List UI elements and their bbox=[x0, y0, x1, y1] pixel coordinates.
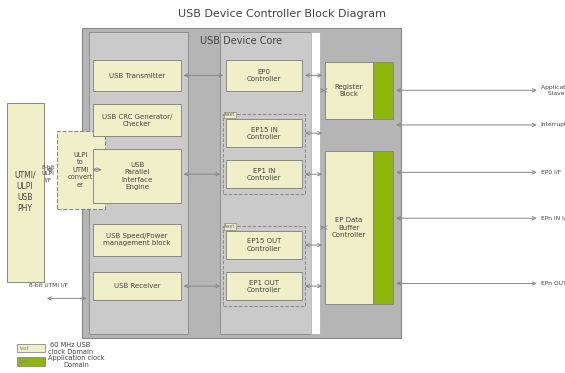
FancyArrowPatch shape bbox=[397, 89, 536, 92]
Bar bbox=[7, 103, 44, 282]
Bar bbox=[226, 272, 302, 300]
Text: EP1 OUT
Controller: EP1 OUT Controller bbox=[247, 279, 281, 293]
FancyArrowPatch shape bbox=[306, 285, 321, 288]
Bar bbox=[373, 151, 393, 304]
Text: EPn IN I/F (n= 1 to 15): EPn IN I/F (n= 1 to 15) bbox=[541, 216, 565, 221]
Text: USB Receiver: USB Receiver bbox=[114, 283, 160, 289]
Text: USB CRC Generator/
Checker: USB CRC Generator/ Checker bbox=[102, 113, 172, 127]
Text: UTMI/
ULPI
USB
PHY: UTMI/ ULPI USB PHY bbox=[14, 171, 36, 213]
Text: USB Transmitter: USB Transmitter bbox=[109, 72, 165, 79]
Bar bbox=[93, 272, 181, 300]
Bar bbox=[93, 224, 181, 256]
Text: Interrupts: Interrupts bbox=[541, 122, 565, 128]
Text: USB Speed/Power
management block: USB Speed/Power management block bbox=[103, 233, 171, 247]
Text: EPn OUT I/F (n = 1 to 15): EPn OUT I/F (n = 1 to 15) bbox=[541, 281, 565, 286]
Text: text: text bbox=[225, 224, 236, 229]
Text: USB
Parallel
Interface
Engine: USB Parallel Interface Engine bbox=[121, 162, 153, 191]
Text: EP15 IN
Controller: EP15 IN Controller bbox=[247, 126, 281, 140]
FancyArrowPatch shape bbox=[306, 173, 321, 176]
Bar bbox=[89, 32, 188, 334]
Text: USB Device Core: USB Device Core bbox=[201, 36, 282, 46]
Bar bbox=[226, 119, 302, 147]
Bar bbox=[82, 28, 401, 338]
Bar bbox=[223, 226, 305, 306]
FancyArrowPatch shape bbox=[185, 74, 222, 77]
Text: Application clock
Domain: Application clock Domain bbox=[48, 355, 105, 368]
Bar bbox=[93, 149, 181, 203]
Bar bbox=[325, 62, 373, 119]
Bar bbox=[93, 104, 181, 136]
Text: 8-bit
ULPI
I/F: 8-bit ULPI I/F bbox=[41, 165, 55, 182]
Text: ULPI
to
UTMI
convert
er: ULPI to UTMI convert er bbox=[68, 152, 93, 188]
Bar bbox=[373, 62, 393, 119]
Bar bbox=[223, 114, 305, 194]
Bar bbox=[226, 160, 302, 188]
FancyArrowPatch shape bbox=[306, 244, 321, 247]
Bar bbox=[17, 357, 45, 366]
FancyArrowPatch shape bbox=[93, 168, 101, 171]
Text: 8-bit UTMI I/F: 8-bit UTMI I/F bbox=[28, 283, 68, 288]
FancyArrowPatch shape bbox=[185, 285, 219, 288]
FancyArrowPatch shape bbox=[320, 89, 327, 92]
Bar bbox=[56, 131, 105, 209]
Text: EP0
Controller: EP0 Controller bbox=[247, 69, 281, 82]
FancyArrowPatch shape bbox=[397, 123, 536, 126]
Text: EP0 I/F: EP0 I/F bbox=[541, 170, 561, 175]
FancyArrowPatch shape bbox=[306, 74, 321, 77]
FancyArrowPatch shape bbox=[397, 282, 536, 285]
Bar bbox=[17, 344, 45, 352]
Bar bbox=[226, 60, 302, 91]
Bar bbox=[220, 32, 314, 334]
Bar bbox=[226, 231, 302, 259]
FancyArrowPatch shape bbox=[47, 168, 53, 171]
FancyArrowPatch shape bbox=[320, 226, 327, 229]
Text: text: text bbox=[20, 346, 29, 351]
Text: EP15 OUT
Controller: EP15 OUT Controller bbox=[247, 238, 281, 252]
Text: Register
Block: Register Block bbox=[334, 84, 363, 97]
Text: 60 MHz USB
clock Domain: 60 MHz USB clock Domain bbox=[48, 342, 93, 355]
Text: EP Data
Buffer
Controller: EP Data Buffer Controller bbox=[332, 217, 366, 238]
Text: USB Device Controller Block Diagram: USB Device Controller Block Diagram bbox=[179, 9, 386, 19]
Text: text: text bbox=[225, 112, 236, 117]
FancyArrowPatch shape bbox=[48, 297, 85, 300]
FancyArrowPatch shape bbox=[397, 217, 536, 220]
Text: text: text bbox=[20, 359, 29, 364]
Bar bbox=[325, 151, 373, 304]
Bar bbox=[93, 60, 181, 91]
FancyArrowPatch shape bbox=[185, 173, 219, 176]
Text: Application Reg VCI
Slave Interface: Application Reg VCI Slave Interface bbox=[541, 85, 565, 96]
Text: EP1 IN
Controller: EP1 IN Controller bbox=[247, 167, 281, 181]
FancyArrowPatch shape bbox=[397, 171, 536, 174]
Bar bbox=[311, 32, 320, 334]
FancyArrowPatch shape bbox=[306, 132, 321, 135]
